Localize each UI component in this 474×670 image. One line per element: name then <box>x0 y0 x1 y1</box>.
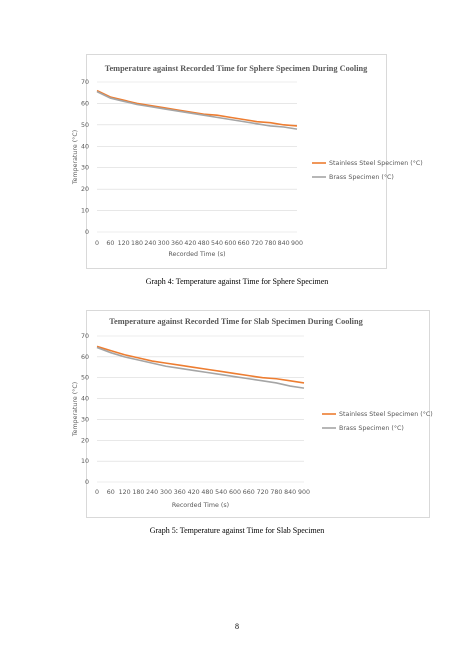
x-tick-label: 660 <box>243 489 255 496</box>
y-tick-label: 50 <box>81 375 89 382</box>
x-tick-label: 840 <box>284 489 296 496</box>
x-tick-label: 540 <box>215 489 227 496</box>
x-tick-label: 480 <box>201 489 213 496</box>
y-tick-label: 0 <box>85 479 89 486</box>
x-tick-label: 900 <box>298 489 310 496</box>
y-tick-label: 30 <box>81 416 89 423</box>
x-tick-label: 60 <box>107 489 115 496</box>
y-tick-label: 20 <box>81 186 89 193</box>
x-tick-label: 240 <box>146 489 158 496</box>
x-tick-label: 420 <box>188 489 200 496</box>
chart-title: Temperature against Recorded Time for Sl… <box>109 317 363 326</box>
x-tick-label: 0 <box>95 240 99 247</box>
legend-label: Brass Specimen (°C) <box>339 424 404 432</box>
y-tick-label: 60 <box>81 100 89 107</box>
x-tick-label: 780 <box>270 489 282 496</box>
y-tick-label: 20 <box>81 437 89 444</box>
x-tick-label: 180 <box>132 489 144 496</box>
x-tick-label: 720 <box>257 489 269 496</box>
legend-label: Stainless Steel Specimen (°C) <box>339 410 433 418</box>
chart-title: Temperature against Recorded Time for Sp… <box>105 64 368 73</box>
x-tick-label: 600 <box>224 240 236 247</box>
x-tick-label: 840 <box>278 240 290 247</box>
y-tick-label: 40 <box>81 143 89 150</box>
data-line <box>96 89 298 127</box>
caption: Graph 5: Temperature against Time for Sl… <box>150 526 325 535</box>
data-line <box>96 346 305 389</box>
legend-label: Brass Specimen (°C) <box>329 173 394 181</box>
x-tick-label: 60 <box>106 240 114 247</box>
x-axis-title: Recorded Time (s) <box>168 251 225 258</box>
chart-frame <box>86 310 430 518</box>
x-tick-label: 600 <box>229 489 241 496</box>
x-tick-label: 240 <box>144 240 156 247</box>
page-number: 8 <box>235 622 239 631</box>
y-axis-title: Temperature (°C) <box>71 382 79 437</box>
y-tick-label: 70 <box>81 79 89 86</box>
x-tick-label: 780 <box>264 240 276 247</box>
x-tick-label: 480 <box>198 240 210 247</box>
x-tick-label: 660 <box>238 240 250 247</box>
y-tick-label: 10 <box>81 458 89 465</box>
caption: Graph 4: Temperature against Time for Sp… <box>146 277 329 286</box>
y-tick-label: 30 <box>81 165 89 172</box>
y-tick-label: 50 <box>81 122 89 129</box>
x-tick-label: 180 <box>131 240 143 247</box>
y-tick-label: 70 <box>81 333 89 340</box>
y-tick-label: 40 <box>81 396 89 403</box>
x-tick-label: 720 <box>251 240 263 247</box>
x-tick-label: 360 <box>171 240 183 247</box>
data-line <box>96 90 298 130</box>
y-tick-label: 10 <box>81 208 89 215</box>
x-tick-label: 360 <box>174 489 186 496</box>
y-axis-title: Temperature (°C) <box>71 130 79 185</box>
y-tick-label: 60 <box>81 354 89 361</box>
x-tick-label: 300 <box>158 240 170 247</box>
x-tick-label: 540 <box>211 240 223 247</box>
chart-frame <box>86 54 387 269</box>
data-line <box>96 345 305 384</box>
x-axis-title: Recorded Time (s) <box>172 502 229 509</box>
y-tick-label: 0 <box>85 229 89 236</box>
x-tick-label: 0 <box>95 489 99 496</box>
legend-label: Stainless Steel Specimen (°C) <box>329 159 423 167</box>
x-tick-label: 120 <box>119 489 131 496</box>
x-tick-label: 300 <box>160 489 172 496</box>
x-tick-label: 420 <box>184 240 196 247</box>
x-tick-label: 900 <box>291 240 303 247</box>
x-tick-label: 120 <box>118 240 130 247</box>
